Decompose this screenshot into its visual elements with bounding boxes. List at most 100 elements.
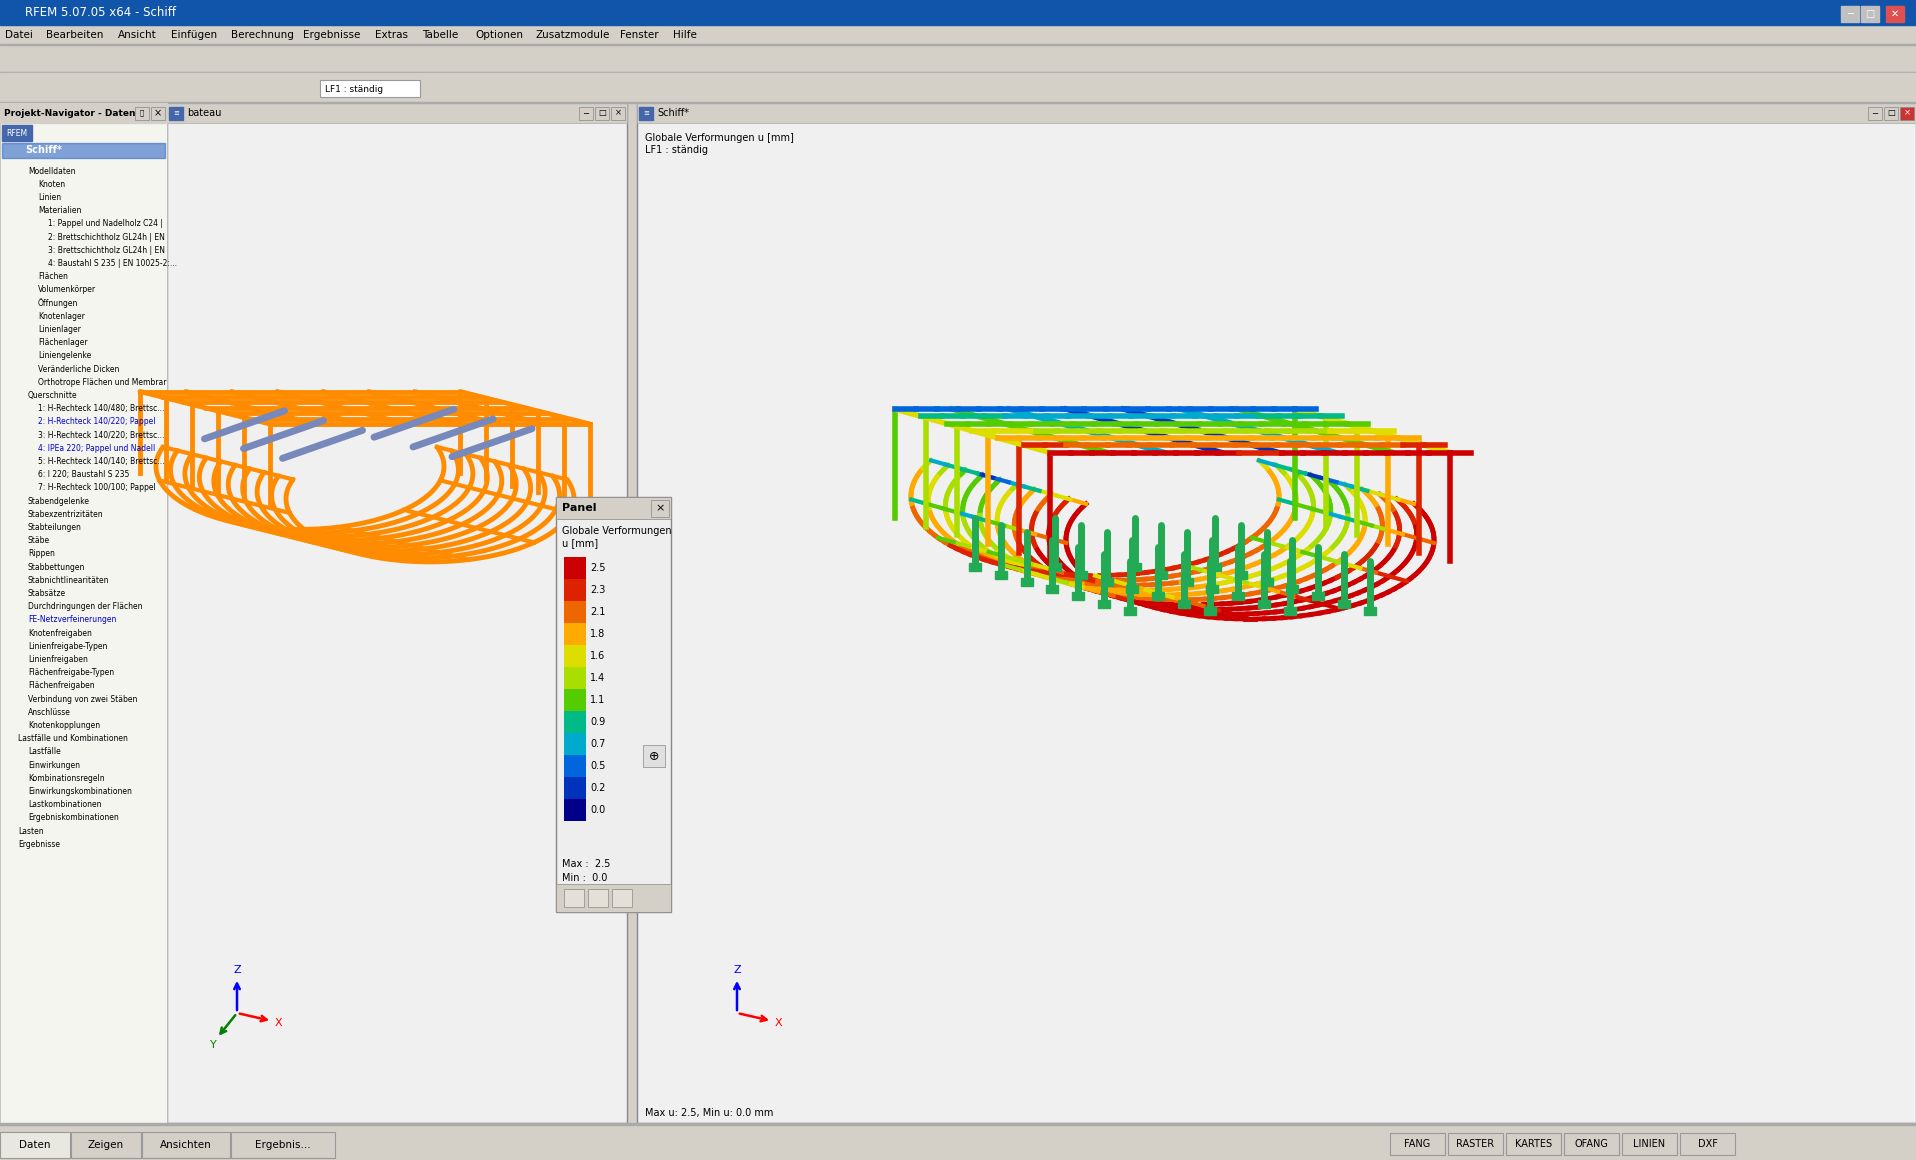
Text: Lastfälle und Kombinationen: Lastfälle und Kombinationen [17,734,128,744]
Text: Optionen: Optionen [475,30,523,39]
Text: ×: × [655,503,665,513]
Bar [563,667,586,689]
Text: ⊕: ⊕ [650,749,659,762]
Text: Ergebniskombinationen: Ergebniskombinationen [29,813,119,822]
Text: Modelldaten: Modelldaten [29,167,75,175]
Bar [0,103,167,123]
Text: 3: H-Rechteck 140/220; Brettsc...: 3: H-Rechteck 140/220; Brettsc... [38,430,165,440]
Bar [1073,593,1084,600]
Text: 1.1: 1.1 [590,695,605,705]
Bar [969,564,981,572]
Bar [644,745,665,767]
Text: Datei: Datei [6,30,33,39]
Text: Berechnung: Berechnung [232,30,293,39]
Text: Extras: Extras [376,30,408,39]
Bar [1125,607,1136,615]
Bar [636,103,1916,123]
Text: □: □ [1887,109,1895,117]
Text: 3: Brettschichtholz GL24h | EN: 3: Brettschichtholz GL24h | EN [48,246,165,255]
Bar [563,711,586,733]
Text: Linienlager: Linienlager [38,325,80,334]
Text: Anschlüsse: Anschlüsse [29,708,71,717]
Bar [651,500,669,517]
Text: Flächenfreigabe-Typen: Flächenfreigabe-Typen [29,668,115,677]
Text: Verbindung von zwei Stäben: Verbindung von zwei Stäben [29,695,138,703]
Text: Lastfälle: Lastfälle [29,747,61,756]
Text: 2.3: 2.3 [590,585,605,595]
Text: Max :  2.5: Max : 2.5 [561,860,611,869]
Bar [1286,585,1299,593]
Text: Flächenlager: Flächenlager [38,338,88,347]
Text: FANG: FANG [1404,1139,1431,1150]
Bar [1021,578,1033,586]
Bar [0,45,1916,72]
Text: Lastkombinationen: Lastkombinationen [29,800,102,810]
Bar [232,1132,335,1158]
Bar [1127,585,1138,593]
Text: Querschnitte: Querschnitte [29,391,79,400]
Bar [1155,571,1167,579]
Text: ─: ─ [1872,109,1878,117]
Text: Knotenkopplungen: Knotenkopplungen [29,720,100,730]
Text: Stabsätze: Stabsätze [29,589,67,597]
Text: 5: H-Rechteck 140/140; Brettsc...: 5: H-Rechteck 140/140; Brettsc... [38,457,165,466]
Bar [1209,564,1220,572]
Bar [1180,578,1192,586]
Text: Min :  0.0: Min : 0.0 [561,873,607,883]
Bar [563,557,586,579]
Bar [167,103,627,1123]
Text: Materialien: Materialien [38,206,80,215]
Text: Zusatzmodule: Zusatzmodule [535,30,609,39]
Bar [563,579,586,601]
Text: LINIEN: LINIEN [1634,1139,1665,1150]
Bar [596,107,609,119]
Text: 0.5: 0.5 [590,761,605,771]
Bar [563,623,586,645]
Text: LF1 : ständig: LF1 : ständig [646,145,709,155]
Bar [1234,571,1247,579]
Text: Z: Z [234,965,241,976]
Bar [0,73,1916,102]
Text: Ergebnisse: Ergebnisse [303,30,360,39]
Text: Schiff*: Schiff* [25,145,61,155]
Bar [0,1123,1916,1125]
Bar [1207,585,1219,593]
Text: 📌: 📌 [140,110,144,116]
Bar [1883,107,1899,119]
Bar [1841,6,1859,22]
Text: Rippen: Rippen [29,550,56,558]
Text: Volumenkörper: Volumenkörper [38,285,96,295]
Bar [556,496,671,519]
Bar [1901,107,1914,119]
Text: Ansicht: Ansicht [119,30,157,39]
Text: Linienfreigabe-Typen: Linienfreigabe-Typen [29,641,107,651]
Bar [1563,1133,1619,1155]
Text: Kombinationsregeln: Kombinationsregeln [29,774,105,783]
Text: Bearbeiten: Bearbeiten [46,30,103,39]
Text: LF1 : ständig: LF1 : ständig [326,85,383,94]
Text: 7: H-Rechteck 100/100; Pappel: 7: H-Rechteck 100/100; Pappel [38,484,155,492]
Bar [1203,607,1217,615]
Text: ≡: ≡ [644,110,650,116]
Text: Stabendgelenke: Stabendgelenke [29,496,90,506]
Text: Stabteilungen: Stabteilungen [29,523,82,532]
Text: Stabbettungen: Stabbettungen [29,563,86,572]
Text: ≡: ≡ [172,110,178,116]
Text: OFANG: OFANG [1575,1139,1608,1150]
Text: Fenster: Fenster [619,30,659,39]
Bar [1261,578,1272,586]
Bar [169,107,184,119]
Bar [611,107,625,119]
Text: 1.4: 1.4 [590,673,605,683]
Bar [1259,600,1270,608]
Bar [563,733,586,755]
Text: ×: × [615,109,621,117]
Text: Ergebnis...: Ergebnis... [255,1140,310,1150]
Text: Knoten: Knoten [38,180,65,189]
Bar [588,889,607,907]
Text: FE-Netzverfeinerungen: FE-Netzverfeinerungen [29,615,117,624]
Text: ─: ─ [1847,9,1853,19]
Text: Hilfe: Hilfe [673,30,697,39]
Text: ×: × [1903,109,1910,117]
Text: 6: I 220; Baustahl S 235: 6: I 220; Baustahl S 235 [38,470,130,479]
